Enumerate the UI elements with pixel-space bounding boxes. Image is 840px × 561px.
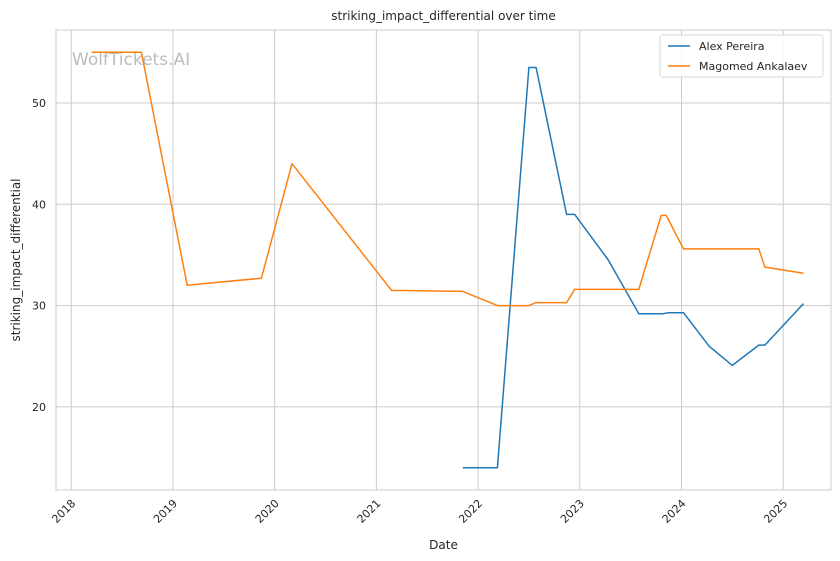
series-lines — [91, 51, 805, 469]
y-tick-label: 40 — [32, 198, 46, 211]
y-tick-label: 50 — [32, 97, 46, 110]
x-tick-label: 2020 — [253, 497, 282, 526]
x-tick-label: 2021 — [355, 497, 384, 526]
series-line-magomed-ankalaev — [91, 51, 804, 307]
x-tick-label: 2023 — [558, 497, 587, 526]
x-tick-label: 2018 — [49, 497, 78, 526]
chart-title: striking_impact_differential over time — [331, 9, 556, 23]
plot-area — [56, 30, 831, 490]
legend-label: Alex Pereira — [699, 40, 765, 53]
x-tick-label: 2025 — [761, 497, 790, 526]
plot-frame — [55, 29, 832, 491]
legend-box — [659, 34, 824, 78]
y-axis-label: striking_impact_differential — [9, 178, 23, 341]
x-tick-label: 2019 — [151, 497, 180, 526]
legend: Alex Pereira Magomed Ankalaev — [659, 34, 824, 78]
x-tick-label: 2024 — [660, 497, 689, 526]
y-tick-label: 20 — [32, 401, 46, 414]
y-tick-label: 30 — [32, 300, 46, 313]
series-line-alex-pereira — [462, 66, 805, 469]
watermark-text: WolfTickets.AI — [72, 50, 190, 70]
legend-label: Magomed Ankalaev — [699, 60, 808, 73]
x-tick-label: 2022 — [456, 497, 485, 526]
x-axis-label: Date — [429, 538, 458, 552]
grid-lines — [56, 30, 831, 490]
